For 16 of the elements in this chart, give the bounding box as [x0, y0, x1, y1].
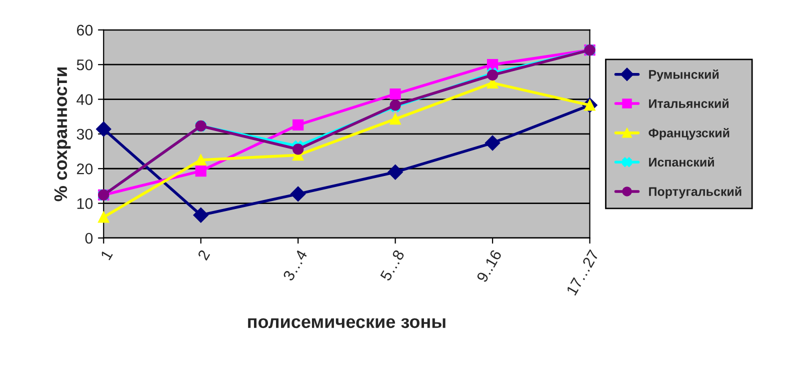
y-tick-label: 10: [77, 198, 93, 209]
legend-label: Итальянский: [649, 98, 728, 108]
x-tick-label: 2: [197, 249, 210, 261]
y-tick-label: 40: [76, 94, 93, 105]
y-axis-title: % сохранности: [54, 68, 71, 202]
y-tick-label: 50: [76, 59, 93, 70]
legend-label: Румынский: [649, 69, 719, 82]
y-tick-label: 30: [76, 128, 93, 140]
y-tick-label: 20: [76, 164, 93, 174]
y-tick-label: 60: [76, 24, 93, 36]
legend-label: Французский: [648, 128, 730, 140]
x-axis-title: полисемические зоны: [248, 318, 446, 328]
legend-label: Испанский: [649, 157, 714, 167]
y-tick-label: 0: [85, 232, 93, 244]
x-tick-label: 1: [100, 249, 113, 260]
legend-label: Португальский: [649, 186, 742, 198]
